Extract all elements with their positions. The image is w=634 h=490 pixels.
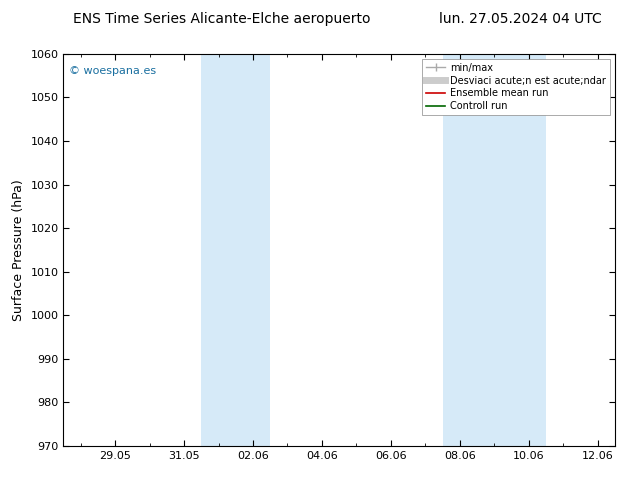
- Bar: [443, 54, 546, 446]
- Text: © woespana.es: © woespana.es: [69, 66, 156, 75]
- Legend: min/max, Desviaci acute;n est acute;ndar, Ensemble mean run, Controll run: min/max, Desviaci acute;n est acute;ndar…: [422, 59, 610, 115]
- Bar: [202, 54, 270, 446]
- Text: ENS Time Series Alicante-Elche aeropuerto: ENS Time Series Alicante-Elche aeropuert…: [73, 12, 371, 26]
- Y-axis label: Surface Pressure (hPa): Surface Pressure (hPa): [12, 179, 25, 321]
- Text: lun. 27.05.2024 04 UTC: lun. 27.05.2024 04 UTC: [439, 12, 601, 26]
